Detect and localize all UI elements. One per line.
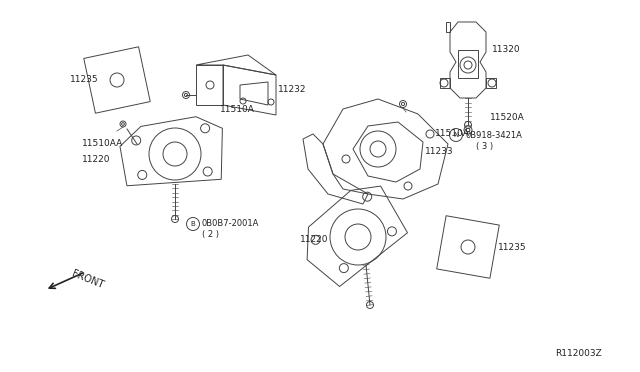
Text: 11233: 11233 (425, 148, 454, 157)
Text: FRONT: FRONT (70, 268, 105, 290)
Text: B: B (191, 221, 195, 227)
Text: N: N (453, 132, 459, 138)
Text: 11510AA: 11510AA (82, 140, 124, 148)
Text: ( 3 ): ( 3 ) (476, 141, 493, 151)
Text: 0B0B7-2001A: 0B0B7-2001A (202, 219, 259, 228)
Text: 0B918-3421A: 0B918-3421A (466, 131, 523, 140)
Text: R112003Z: R112003Z (555, 350, 602, 359)
Text: 11220: 11220 (300, 234, 328, 244)
Text: 11510A: 11510A (435, 129, 470, 138)
Text: 11232: 11232 (278, 86, 307, 94)
Text: 11235: 11235 (498, 243, 527, 251)
Text: ( 2 ): ( 2 ) (202, 230, 219, 238)
Text: 11510A: 11510A (220, 105, 255, 113)
Text: 11235: 11235 (70, 76, 99, 84)
Text: 11320: 11320 (492, 45, 520, 54)
Text: 11220: 11220 (82, 154, 111, 164)
Text: 11520A: 11520A (490, 112, 525, 122)
